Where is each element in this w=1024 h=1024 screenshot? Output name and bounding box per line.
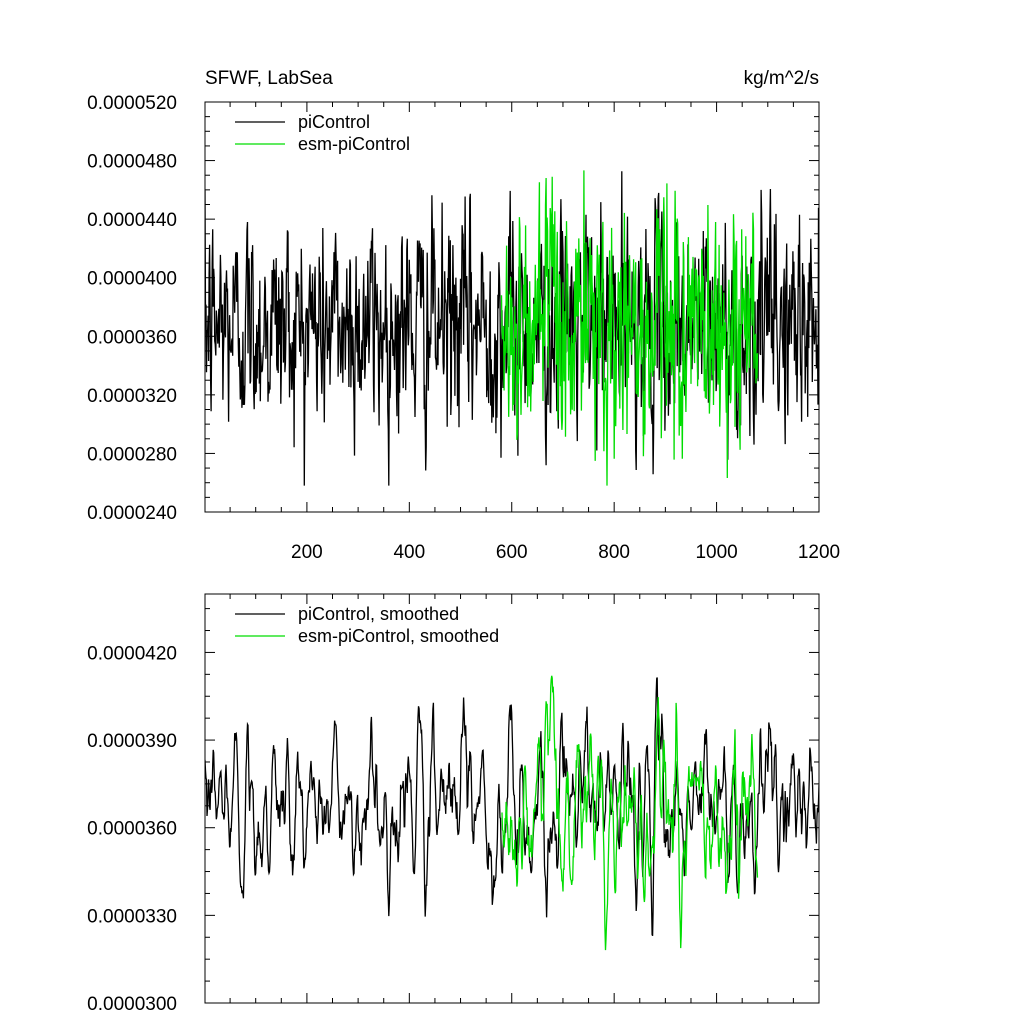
legend-label: piControl, smoothed (298, 604, 459, 624)
y-tick-label: 0.0000280 (87, 444, 177, 465)
legend-label: piControl (298, 112, 370, 132)
x-tick-label: 200 (291, 542, 323, 563)
y-tick-label: 0.0000440 (87, 210, 177, 231)
series-line-esm-picontrol-smoothed (501, 675, 759, 951)
y-tick-label: 0.0000400 (87, 269, 177, 290)
y-tick-label: 0.0000360 (87, 819, 177, 840)
y-tick-label: 0.0000480 (87, 152, 177, 173)
x-tick-label: 1000 (695, 542, 737, 563)
x-tick-label: 400 (393, 542, 425, 563)
series-line-picontrol-smoothed (205, 677, 819, 937)
y-tick-label: 0.0000390 (87, 731, 177, 752)
y-tick-label: 0.0000240 (87, 503, 177, 524)
y-tick-label: 0.0000330 (87, 906, 177, 927)
y-tick-label: 0.0000360 (87, 327, 177, 348)
y-tick-label: 0.0000320 (87, 386, 177, 407)
legend-label: esm-piControl (298, 134, 410, 154)
y-tick-label: 0.0000300 (87, 994, 177, 1015)
units-label: kg/m^2/s (744, 68, 819, 89)
chart-title: SFWF, LabSea (205, 68, 333, 89)
y-tick-label: 0.0000420 (87, 643, 177, 664)
x-tick-label: 600 (496, 542, 528, 563)
bottom-panel: 0.0000300 0.0000330 0.0000360 0.0000390 0.00… (87, 593, 820, 1015)
x-tick-label: 800 (598, 542, 630, 563)
y-tick-label: 0.0000520 (87, 93, 177, 114)
plot-frame (204, 593, 820, 1004)
x-tick-label: 1200 (798, 542, 840, 563)
top-panel: 200 400 600 800 1000 1200 0.0000240 0.0000280 0.… (87, 68, 840, 563)
series-line-esm-picontrol (500, 170, 759, 486)
legend-label: esm-piControl, smoothed (298, 626, 499, 646)
